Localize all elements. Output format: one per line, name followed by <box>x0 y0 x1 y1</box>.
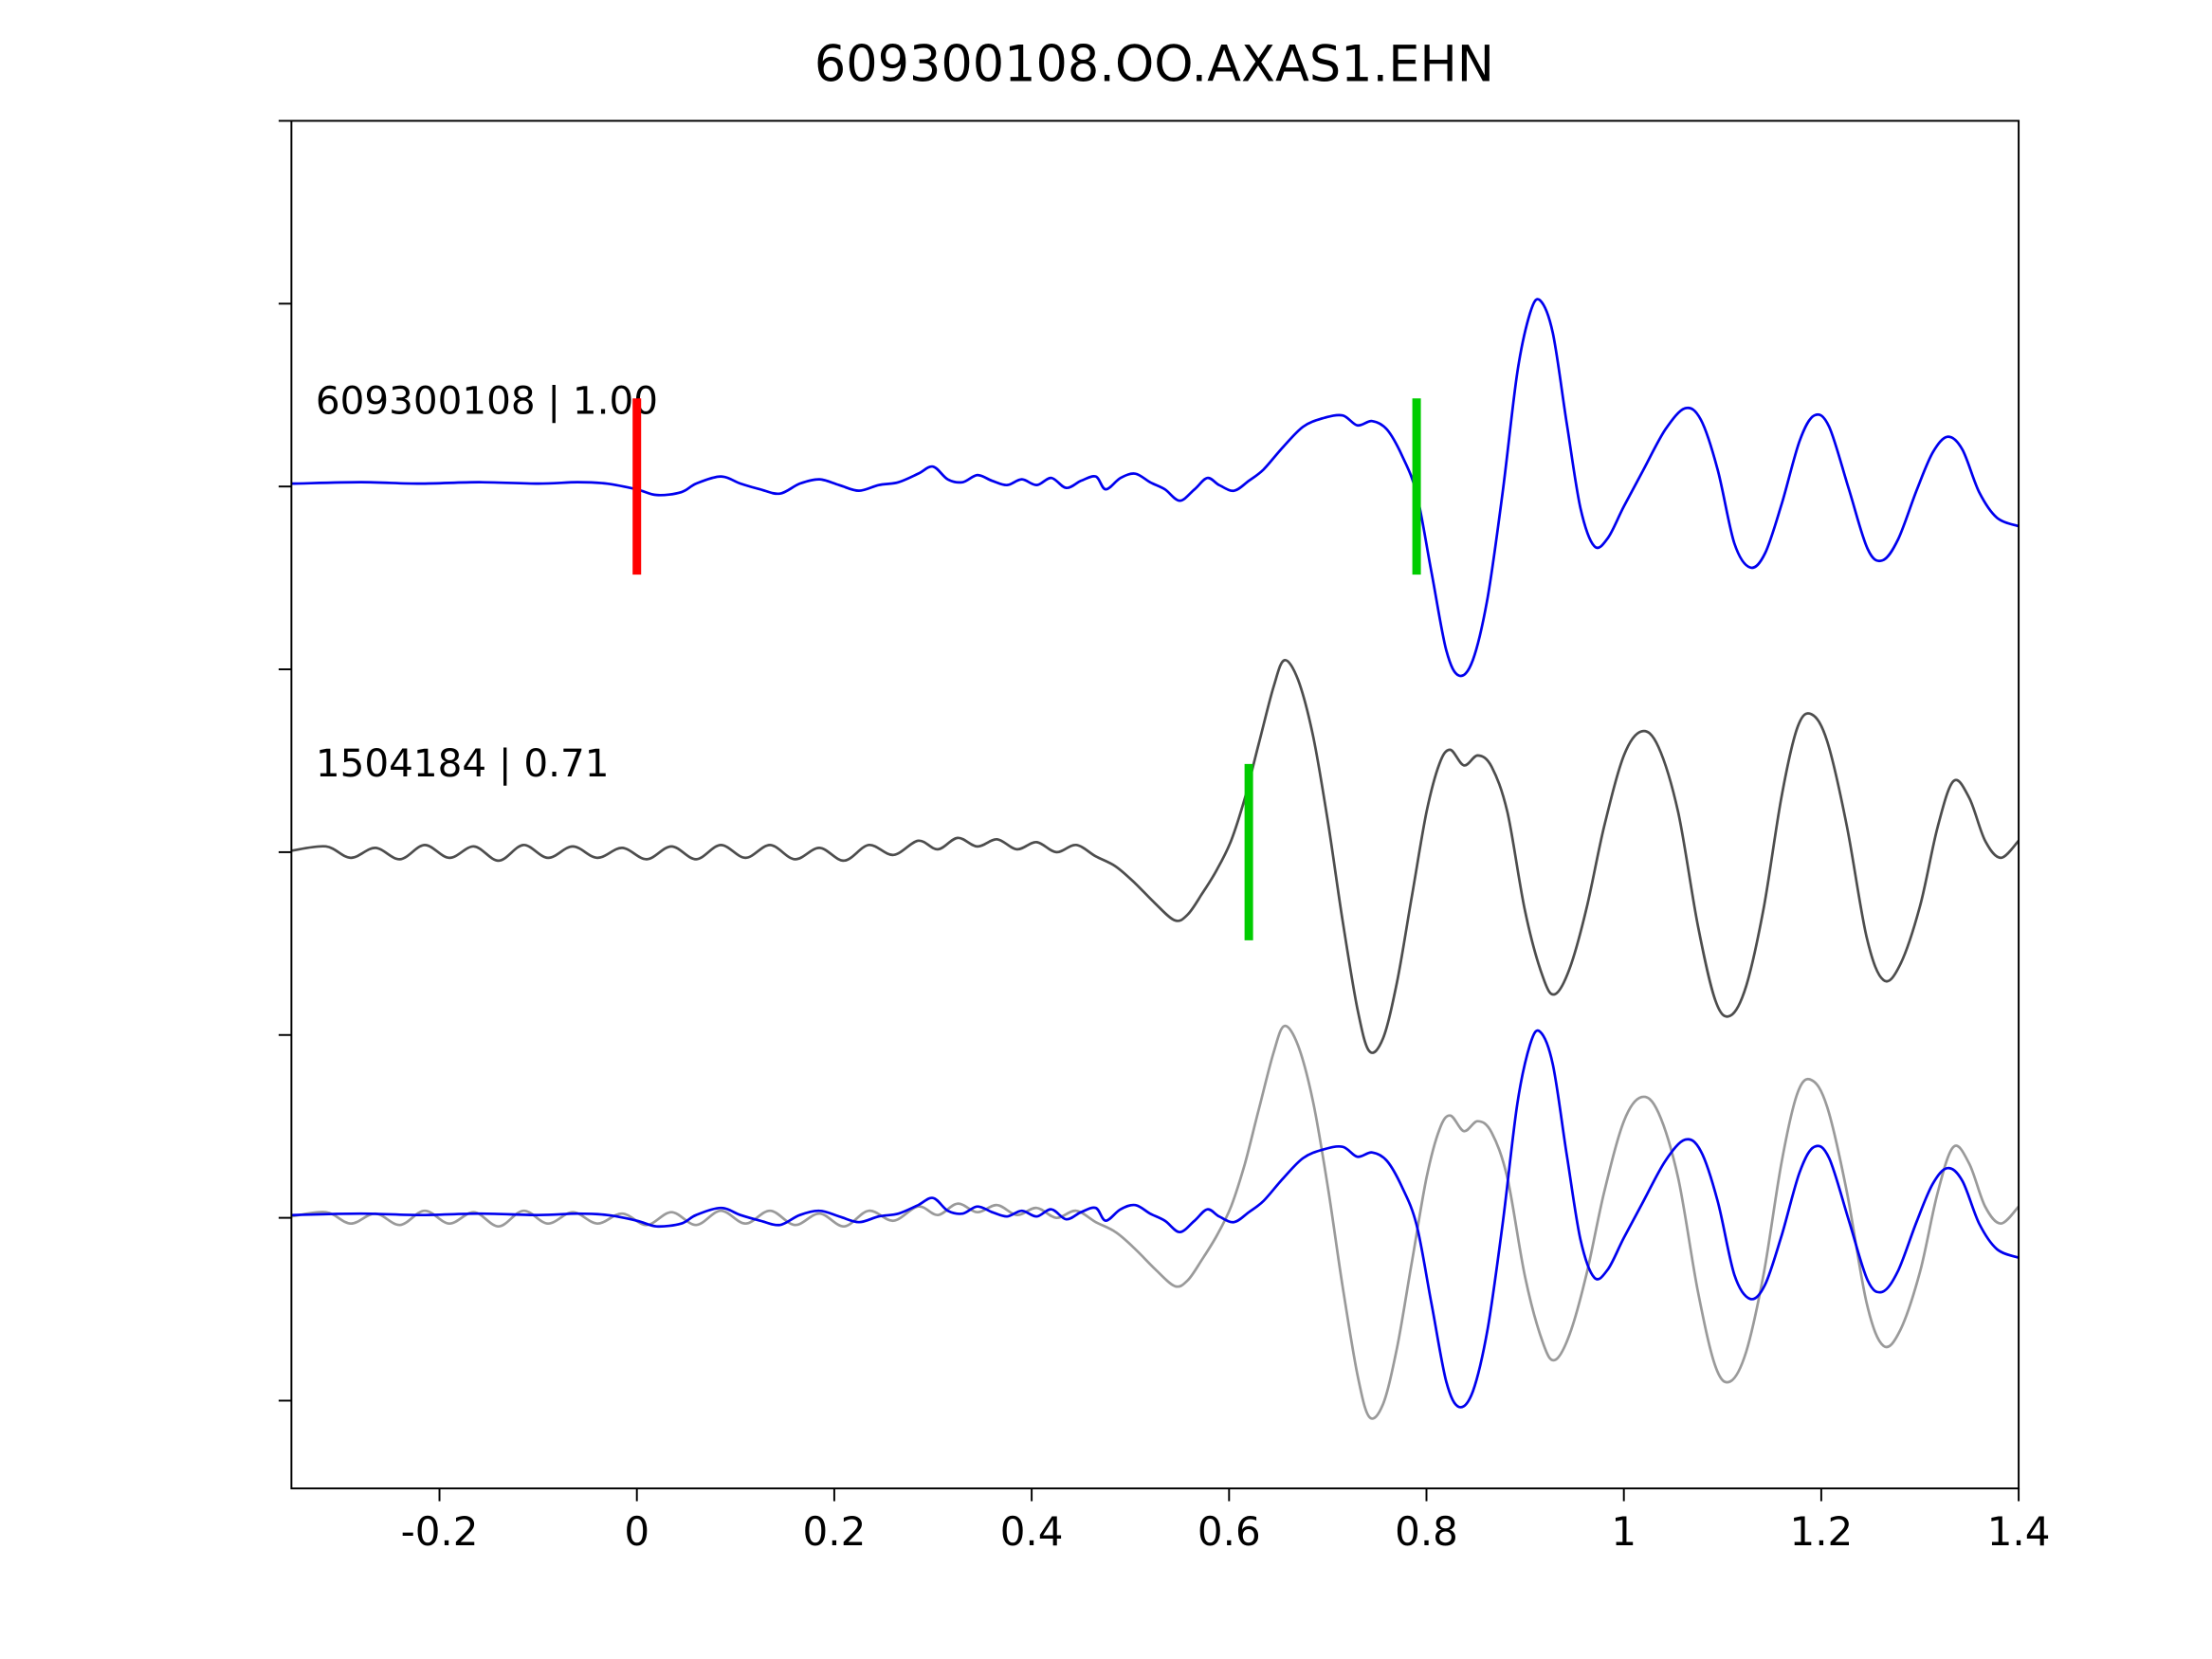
trace-overlay-reference <box>291 1029 2020 1409</box>
x-tick-label: 0.8 <box>1395 1508 1458 1555</box>
trace-overlay-match <box>291 1024 2020 1420</box>
x-tick-label: 1.4 <box>1987 1508 2051 1555</box>
figure-title: 609300108.OO.AXAS1.EHN <box>814 35 1494 93</box>
trace-match <box>291 659 2020 1054</box>
x-tick-label: 1.2 <box>1790 1508 1854 1555</box>
x-tick-label: 1 <box>1611 1508 1636 1555</box>
x-tick-label: 0.6 <box>1197 1508 1261 1555</box>
axes-border <box>290 119 2020 1490</box>
x-tick-label: -0.2 <box>401 1508 479 1555</box>
trace-label-reference: 609300108 | 1.00 <box>316 377 658 423</box>
trace-reference <box>291 298 2020 678</box>
trace-label-match: 1504184 | 0.71 <box>316 740 610 786</box>
chart-layer: -0.2 0 0.2 0.4 0.6 0.8 1 1.2 1.4 <box>278 119 2051 1555</box>
x-tick-label: 0.4 <box>1000 1508 1064 1555</box>
x-tick-label: 0.2 <box>803 1508 867 1555</box>
x-tick-label: 0 <box>624 1508 649 1555</box>
